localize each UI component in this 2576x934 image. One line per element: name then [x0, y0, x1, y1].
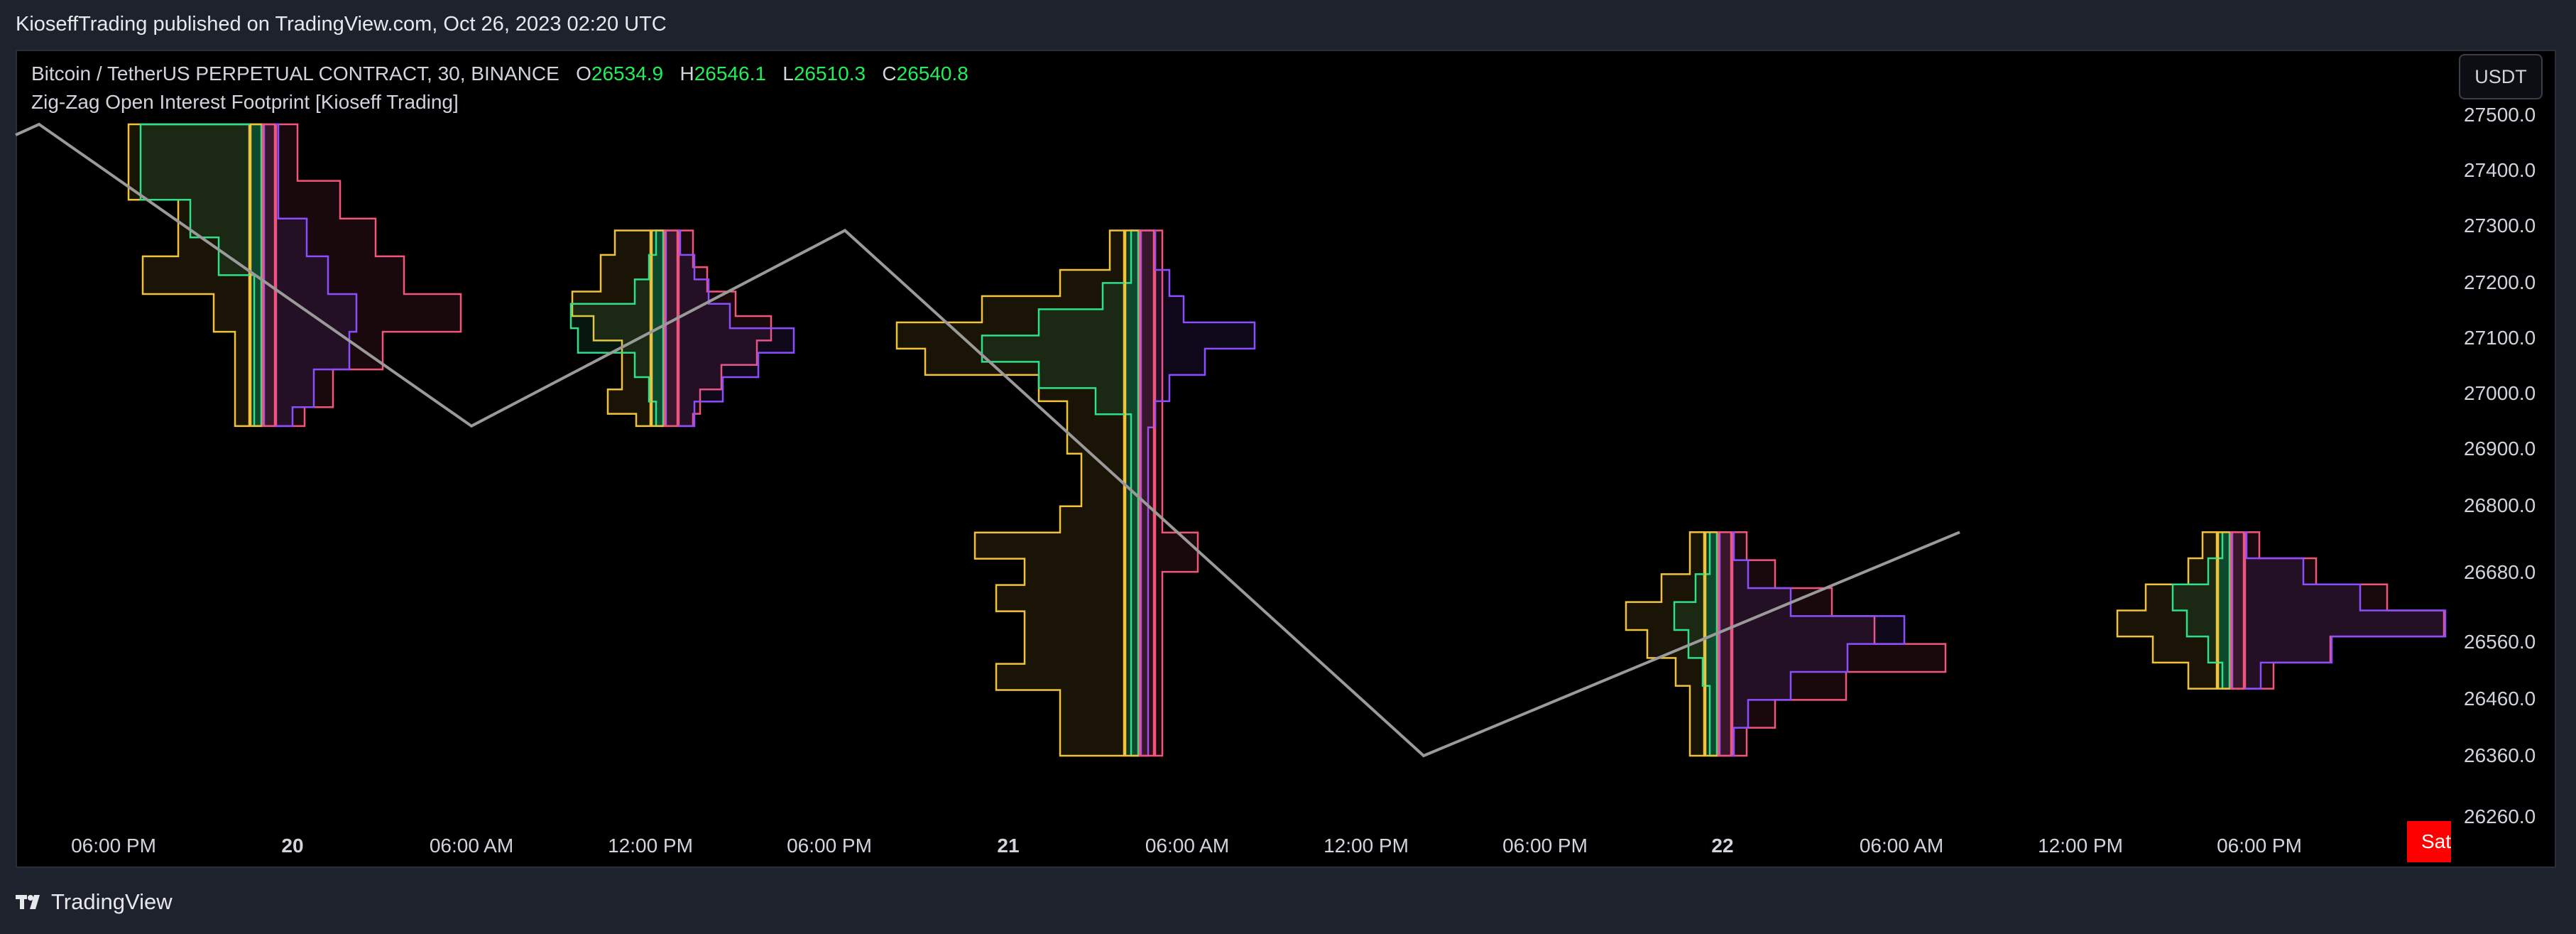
published-caption: KioseffTrading published on TradingView.…	[16, 13, 667, 36]
footprint-sell-yellow	[127, 123, 251, 428]
tradingview-logo-icon	[16, 895, 40, 909]
top-bar: KioseffTrading published on TradingView.…	[0, 0, 2576, 50]
footprint-center-right	[1138, 229, 1155, 757]
footprint-center-right	[261, 123, 276, 428]
time-tick-label: 06:00 AM	[429, 835, 514, 857]
time-tick-label: 20	[281, 835, 304, 857]
low-value: 26510.3	[793, 63, 866, 85]
time-axis-badge: Sat	[2407, 821, 2451, 862]
time-tick-label: 12:00 PM	[608, 835, 693, 857]
price-tick-label: 27000.0	[2464, 382, 2536, 404]
indicator-legend[interactable]: Zig-Zag Open Interest Footprint [Kioseff…	[31, 91, 459, 113]
time-tick-label: 12:00 PM	[1324, 835, 1409, 857]
price-tick-label: 27300.0	[2464, 215, 2536, 237]
footer[interactable]: TradingView	[16, 888, 173, 916]
footprint-buy-purple	[2231, 531, 2447, 690]
symbol-name[interactable]: Bitcoin / TetherUS PERPETUAL CONTRACT, 3…	[31, 63, 560, 85]
close-label: C	[882, 63, 897, 85]
footprint-buy-pink	[275, 123, 462, 428]
footprint-buy-purple	[1140, 229, 1256, 757]
footprint-buy-pink	[1154, 229, 1199, 757]
time-tick-label: 06:00 AM	[1145, 835, 1230, 857]
open-label: O	[576, 63, 591, 85]
open-value: 26534.9	[591, 63, 664, 85]
price-tick-label: 26680.0	[2464, 561, 2536, 583]
time-tick-label: 06:00 AM	[1859, 835, 1944, 857]
footprint-sell-yellow	[1625, 531, 1705, 757]
price-tick-label: 27200.0	[2464, 271, 2536, 293]
time-tick-label: 06:00 PM	[787, 835, 872, 857]
brand-name[interactable]: TradingView	[51, 889, 173, 914]
close-value: 26540.8	[896, 63, 968, 85]
high-label: H	[680, 63, 694, 85]
time-tick-label: 12:00 PM	[2038, 835, 2123, 857]
time-tick-label: 06:00 PM	[71, 835, 156, 857]
footprint-center-right	[2230, 531, 2245, 690]
footprint-profiles	[127, 123, 2447, 757]
footprint-buy-purple	[263, 123, 358, 428]
price-tick-label: 27400.0	[2464, 159, 2536, 181]
chart-pane[interactable]	[16, 50, 2556, 868]
footprint-center-left	[2217, 531, 2232, 690]
time-tick-label: 22	[1711, 835, 1734, 857]
time-tick-label: 21	[997, 835, 1020, 857]
time-tick-label: 06:00 PM	[2217, 835, 2302, 857]
footprint-buy-purple	[665, 229, 795, 428]
price-tick-label: 26900.0	[2464, 438, 2536, 460]
price-tick-label: 26800.0	[2464, 494, 2536, 516]
footprint-sell-green	[139, 123, 263, 428]
footprint-buy-purple	[1718, 531, 1906, 757]
footprint-center-right	[1717, 531, 1732, 757]
footprint-sell-green	[981, 229, 1140, 757]
footprint-sell-green	[569, 229, 665, 428]
price-tick-label: 26260.0	[2464, 805, 2536, 827]
footprint-sell-yellow	[2116, 531, 2218, 690]
footprint-center-left	[1704, 531, 1720, 757]
price-tick-label: 26460.0	[2464, 688, 2536, 710]
footprint-sell-yellow	[895, 229, 1125, 757]
low-label: L	[782, 63, 794, 85]
price-tick-label: 27500.0	[2464, 104, 2536, 126]
footprint-sell-yellow	[571, 229, 652, 428]
high-value: 26546.1	[694, 63, 766, 85]
footprint-center-right	[663, 229, 679, 428]
time-tick-label: 06:00 PM	[1502, 835, 1588, 857]
zigzag-line	[15, 122, 1960, 758]
currency-button[interactable]: USDT	[2459, 54, 2543, 99]
price-tick-label: 26560.0	[2464, 631, 2536, 653]
symbol-legend[interactable]: Bitcoin / TetherUS PERPETUAL CONTRACT, 3…	[31, 63, 968, 85]
price-tick-label: 26360.0	[2464, 744, 2536, 766]
price-tick-label: 27100.0	[2464, 327, 2536, 349]
